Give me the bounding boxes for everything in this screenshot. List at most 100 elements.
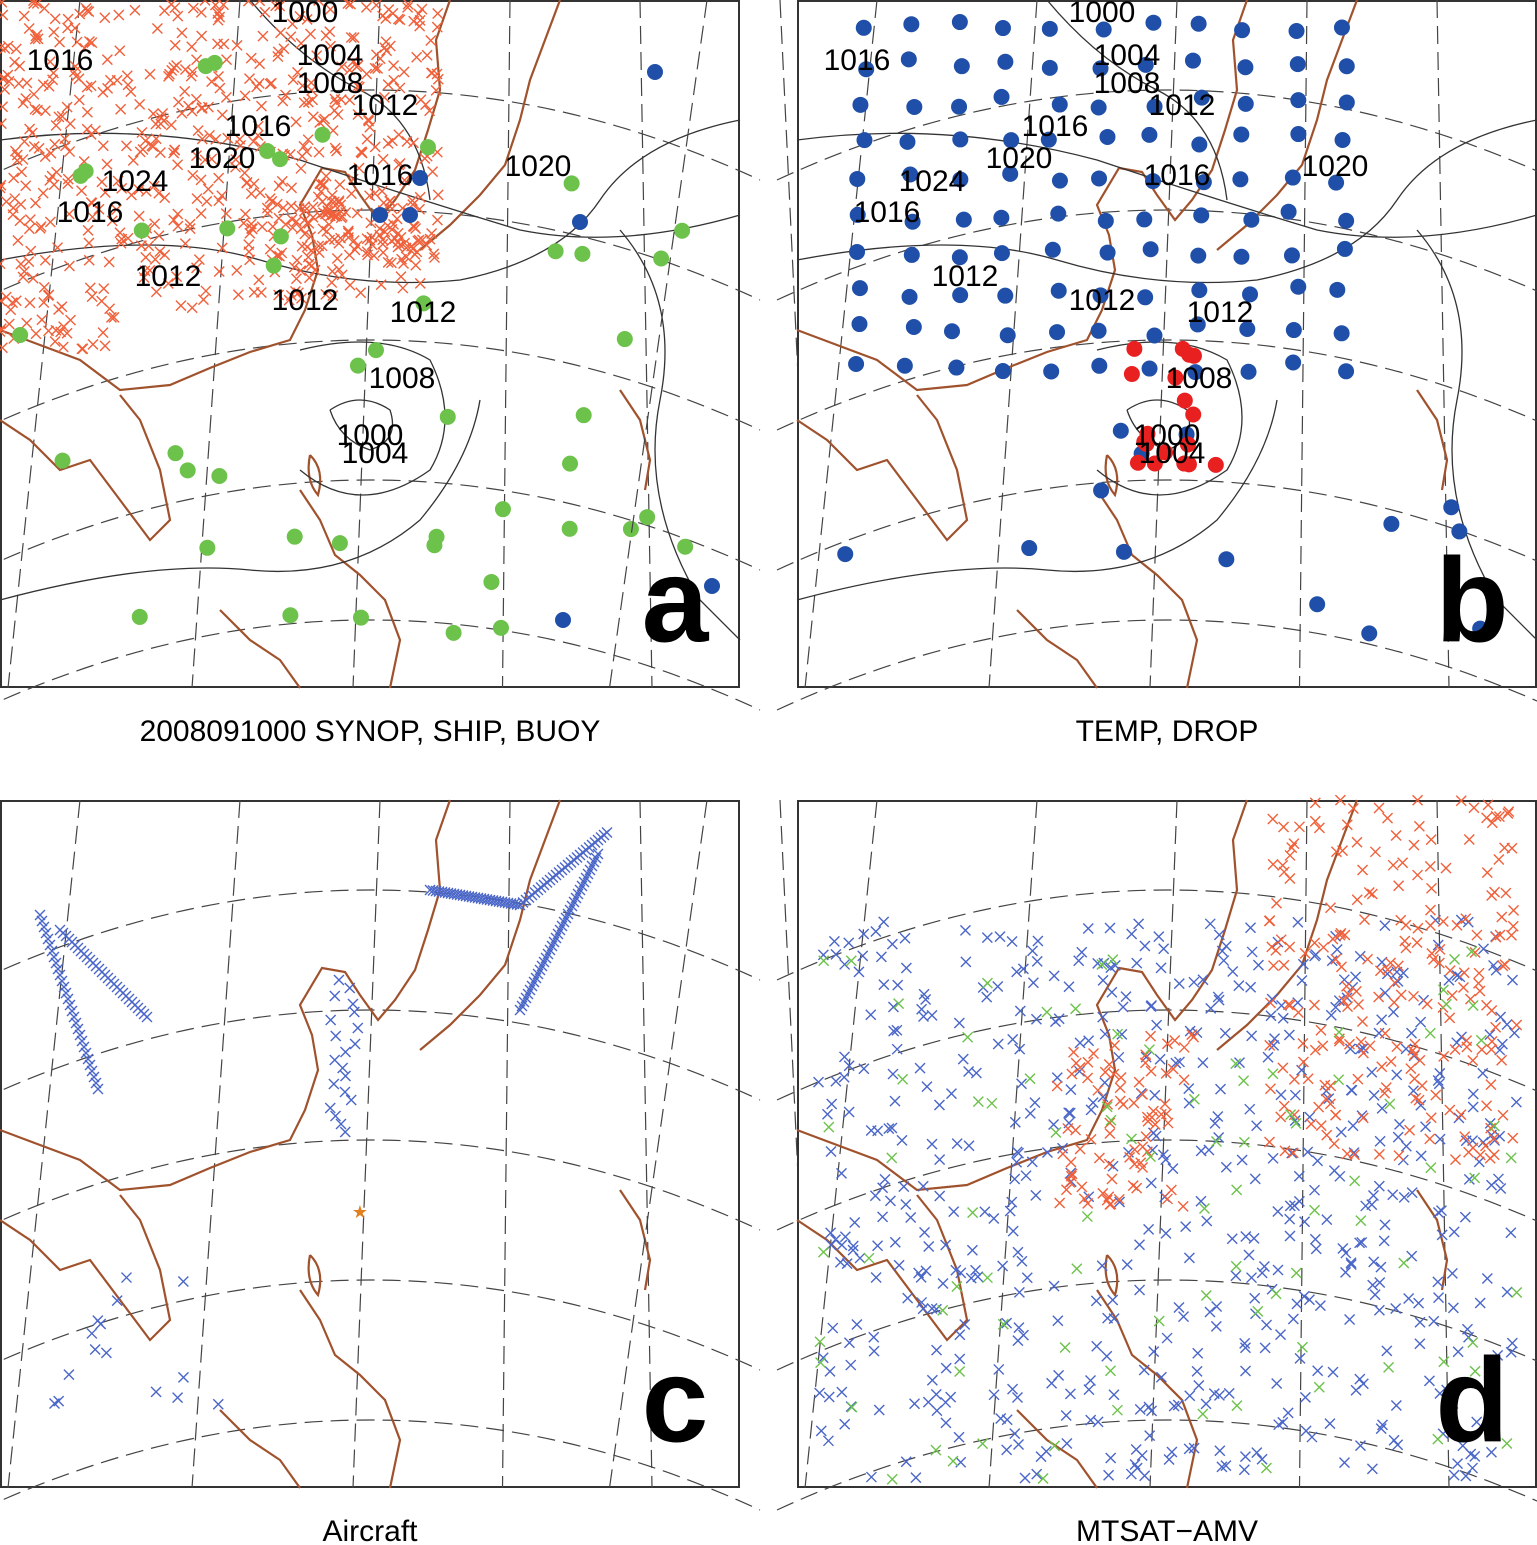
observation-mark bbox=[857, 950, 869, 962]
observation-mark bbox=[58, 981, 70, 993]
observation-mark bbox=[1120, 991, 1132, 1003]
observation-mark bbox=[1163, 1453, 1175, 1465]
observation-mark bbox=[334, 179, 346, 191]
observation-mark bbox=[1474, 1297, 1486, 1309]
observation-mark bbox=[1239, 1451, 1251, 1463]
observation-mark bbox=[243, 246, 255, 258]
observation-mark bbox=[1476, 1044, 1488, 1056]
observation-mark bbox=[1375, 1261, 1387, 1273]
observation-mark bbox=[295, 265, 307, 277]
observation-mark bbox=[1141, 360, 1158, 377]
observation-mark bbox=[562, 455, 579, 472]
observation-mark bbox=[851, 316, 868, 333]
observation-mark bbox=[1064, 1107, 1076, 1119]
observation-mark bbox=[1385, 957, 1397, 969]
observation-mark bbox=[896, 357, 913, 374]
observation-mark bbox=[1145, 1030, 1157, 1042]
isobar-label: 1024 bbox=[102, 165, 169, 198]
observation-mark bbox=[235, 140, 247, 152]
observation-mark bbox=[834, 1256, 846, 1268]
observation-mark bbox=[202, 101, 214, 113]
coastline bbox=[1416, 389, 1449, 491]
observation-mark bbox=[1184, 52, 1201, 69]
observation-mark bbox=[86, 1065, 98, 1077]
graticule-line bbox=[776, 479, 1537, 571]
observation-mark bbox=[1092, 287, 1109, 304]
observation-mark bbox=[1074, 1143, 1086, 1155]
observation-mark bbox=[653, 250, 670, 267]
observation-mark bbox=[981, 991, 993, 1003]
observation-mark bbox=[212, 14, 224, 26]
observation-mark bbox=[1209, 1117, 1221, 1129]
observation-mark bbox=[319, 113, 331, 125]
observation-mark bbox=[988, 1213, 1000, 1225]
observation-mark bbox=[1341, 819, 1353, 831]
observation-mark bbox=[1302, 1146, 1314, 1158]
observation-mark bbox=[1137, 1088, 1149, 1100]
observation-mark bbox=[1481, 1273, 1493, 1285]
observation-mark bbox=[1412, 922, 1424, 934]
observation-mark bbox=[1309, 1184, 1321, 1196]
observation-mark bbox=[1361, 625, 1378, 642]
observation-mark bbox=[20, 180, 32, 192]
isobar-label: 1008 bbox=[297, 67, 364, 100]
observation-mark bbox=[855, 19, 872, 36]
observation-mark bbox=[847, 1240, 859, 1252]
graticule-line bbox=[191, 799, 241, 1489]
observation-mark bbox=[1230, 1058, 1242, 1070]
isobar-label: 1004 bbox=[297, 39, 364, 72]
observation-mark bbox=[401, 135, 413, 147]
observation-mark bbox=[821, 1108, 833, 1120]
observation-mark bbox=[1490, 810, 1502, 822]
observation-mark bbox=[133, 184, 145, 196]
observation-mark bbox=[193, 254, 205, 266]
observation-mark bbox=[1505, 929, 1517, 941]
observation-mark bbox=[959, 1318, 971, 1330]
observation-mark bbox=[1272, 1206, 1284, 1218]
observation-mark bbox=[1179, 436, 1196, 453]
observation-mark bbox=[1340, 1247, 1352, 1259]
observation-mark bbox=[1211, 1301, 1223, 1312]
observation-mark bbox=[5, 304, 17, 316]
observation-mark bbox=[301, 13, 313, 25]
observation-mark bbox=[339, 1086, 351, 1098]
observation-mark bbox=[1381, 1345, 1393, 1357]
observation-mark bbox=[1090, 322, 1107, 339]
observation-mark bbox=[945, 1391, 957, 1403]
observation-mark bbox=[953, 1017, 965, 1029]
coastline bbox=[796, 799, 1249, 1192]
observation-mark bbox=[1503, 806, 1515, 818]
observation-mark bbox=[944, 323, 961, 340]
observation-mark bbox=[352, 609, 369, 626]
observation-mark bbox=[997, 1318, 1009, 1330]
observation-mark bbox=[254, 0, 266, 7]
observation-mark bbox=[1277, 859, 1289, 871]
observation-mark bbox=[274, 0, 286, 12]
observation-mark bbox=[1379, 1219, 1391, 1231]
observation-mark bbox=[1334, 929, 1346, 941]
observation-mark bbox=[171, 271, 183, 283]
observation-mark bbox=[981, 932, 993, 944]
observation-mark bbox=[402, 0, 414, 10]
observation-mark bbox=[397, 282, 409, 294]
observation-mark bbox=[324, 1102, 336, 1114]
observation-mark bbox=[677, 538, 694, 555]
observation-mark bbox=[1292, 1006, 1304, 1018]
graticule-line bbox=[1436, 799, 1450, 1489]
observation-mark bbox=[1083, 1035, 1095, 1047]
observation-mark bbox=[1234, 22, 1251, 39]
observation-mark bbox=[934, 1154, 946, 1166]
observation-mark bbox=[1486, 817, 1498, 829]
observation-mark bbox=[1013, 1438, 1025, 1450]
observation-mark bbox=[992, 1038, 1004, 1050]
observation-mark bbox=[1305, 1118, 1317, 1130]
observation-mark bbox=[1195, 1145, 1207, 1157]
observation-mark bbox=[997, 53, 1014, 70]
observation-mark bbox=[427, 166, 439, 178]
observation-mark bbox=[1409, 1038, 1421, 1050]
observation-mark bbox=[957, 1053, 969, 1065]
observation-mark bbox=[296, 240, 308, 252]
observation-mark bbox=[1243, 1249, 1255, 1261]
observation-mark bbox=[1379, 987, 1391, 999]
observation-mark bbox=[916, 1296, 928, 1308]
